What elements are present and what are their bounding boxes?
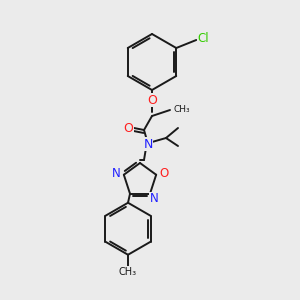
Text: O: O <box>147 94 157 106</box>
Text: O: O <box>123 122 133 134</box>
Text: N: N <box>112 167 120 180</box>
Text: CH₃: CH₃ <box>119 267 137 277</box>
Text: N: N <box>150 192 158 205</box>
Text: N: N <box>143 137 153 151</box>
Text: Cl: Cl <box>197 32 209 46</box>
Text: CH₃: CH₃ <box>173 104 190 113</box>
Text: O: O <box>160 167 169 180</box>
